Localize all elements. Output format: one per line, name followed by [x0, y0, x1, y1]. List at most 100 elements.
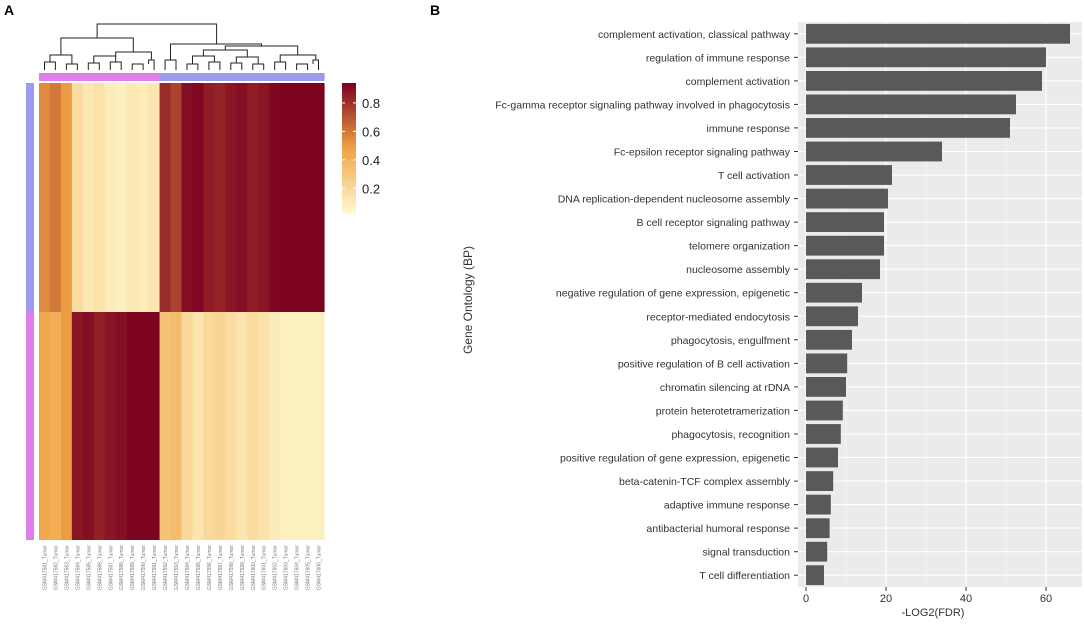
column-group-cell	[49, 73, 62, 81]
column-group-cell	[159, 73, 172, 81]
heatmap-cell	[225, 83, 237, 312]
column-label: GSM417583_Tumor	[64, 545, 70, 590]
x-tick-label: 60	[1040, 593, 1052, 605]
dendrogram-link	[44, 61, 56, 70]
dendrogram-link	[208, 61, 221, 70]
dendrogram-link	[296, 63, 309, 70]
column-group-cell	[280, 73, 292, 81]
category-label: adaptive immune response	[664, 500, 790, 512]
heatmap-cell	[71, 83, 84, 312]
column-group-cell	[258, 73, 270, 81]
column-label: GSM417585_Tumor	[86, 545, 92, 590]
category-label: signal transduction	[702, 547, 790, 559]
column-group-cell	[313, 73, 325, 81]
column-label: GSM417593_Tumor	[174, 545, 180, 590]
column-group-cell	[104, 73, 117, 81]
heatmap-cell	[181, 312, 194, 540]
row-group-cell	[26, 312, 34, 540]
column-label: GSM417603_Tumor	[284, 545, 290, 590]
heatmap-cell	[291, 312, 303, 540]
column-group-bar	[39, 73, 325, 81]
heatmap-cell	[302, 312, 314, 540]
category-label: chromatin silencing at rDNA	[660, 382, 790, 394]
heatmap-cell	[137, 312, 150, 540]
plot-background	[798, 22, 1082, 587]
column-group-cell	[214, 73, 226, 81]
bar	[806, 71, 1042, 91]
heatmap-cell	[313, 312, 325, 540]
dendrogram-link	[131, 63, 144, 70]
heatmap-cell	[280, 83, 292, 312]
dendrogram-link	[96, 23, 218, 44]
column-label: GSM417582_Tumor	[53, 545, 59, 590]
heatmap-cell	[126, 83, 139, 312]
column-group-cell	[225, 73, 237, 81]
dendrogram-link	[93, 55, 117, 63]
column-label: GSM417586_Tumor	[97, 545, 103, 590]
category-label: regulation of immune response	[646, 52, 790, 64]
heatmap-cell	[203, 312, 215, 540]
bar	[806, 141, 942, 162]
bar	[806, 424, 841, 444]
bar	[806, 565, 824, 586]
column-group-cell	[82, 73, 95, 81]
colorbar-tick-label: 0.2	[362, 181, 380, 196]
category-label: negative regulation of gene expression, …	[556, 288, 790, 300]
dendrogram-link	[192, 55, 215, 64]
bar	[806, 518, 830, 539]
bar	[806, 47, 1046, 68]
category-label: Fc-epsilon receptor signaling pathway	[614, 147, 791, 159]
column-group-cell	[148, 73, 161, 81]
bar	[806, 541, 828, 562]
category-label: complement activation, classical pathway	[598, 29, 791, 41]
heatmap-cell	[258, 83, 270, 312]
column-group-cell	[291, 73, 303, 81]
dendrogram-link	[186, 63, 199, 70]
heatmap-cell	[148, 83, 161, 312]
column-label: GSM417584_Tumor	[75, 545, 81, 590]
heatmap-cell	[93, 83, 106, 312]
bar	[806, 94, 1016, 115]
heatmap-cell	[192, 312, 205, 540]
column-label: GSM417590_Tumor	[141, 545, 147, 590]
category-label: DNA replication-dependent nucleosome ass…	[558, 194, 791, 206]
heatmap-cell	[49, 83, 62, 312]
column-group-cell	[269, 73, 281, 81]
category-label: B cell receptor signaling pathway	[636, 217, 790, 229]
category-label: phagocytosis, engulfment	[671, 335, 790, 347]
heatmap-cell	[236, 312, 248, 540]
column-label: GSM417594_Tumor	[185, 545, 191, 590]
heatmap-cell	[203, 83, 215, 312]
bar	[806, 494, 831, 515]
category-label: immune response	[707, 123, 791, 135]
column-group-cell	[236, 73, 248, 81]
column-label: GSM417598_Tumor	[229, 545, 235, 590]
heatmap-cell	[302, 83, 314, 312]
category-label: T cell activation	[718, 170, 790, 182]
column-label: GSM417591_Tumor	[152, 545, 158, 590]
category-label: receptor-mediated endocytosis	[646, 311, 790, 323]
heatmap-cell	[247, 312, 259, 540]
column-label: GSM417588_Tumor	[119, 545, 125, 590]
column-label: GSM417604_Tumor	[295, 545, 301, 590]
heatmap-cell	[104, 83, 117, 312]
column-label: GSM417605_Tumor	[306, 545, 312, 590]
heatmap-cell	[115, 312, 128, 540]
heatmap-cell	[291, 83, 303, 312]
heatmap-cell	[126, 312, 139, 540]
bar	[806, 235, 884, 256]
category-labels: complement activation, classical pathway…	[495, 29, 798, 582]
x-axis-ticks: 0 20 40 60	[803, 587, 1052, 605]
heatmap-cell	[313, 83, 325, 312]
heatmap-cell	[280, 312, 292, 540]
heatmap-cell	[159, 83, 172, 312]
heatmap-cell	[115, 83, 128, 312]
column-label: GSM417592_Tumor	[163, 545, 169, 590]
heatmap-cell	[214, 83, 226, 312]
column-label: GSM417589_Tumor	[130, 545, 136, 590]
column-label: GSM417587_Tumor	[108, 545, 114, 590]
column-group-cell	[302, 73, 314, 81]
bar	[806, 400, 843, 421]
